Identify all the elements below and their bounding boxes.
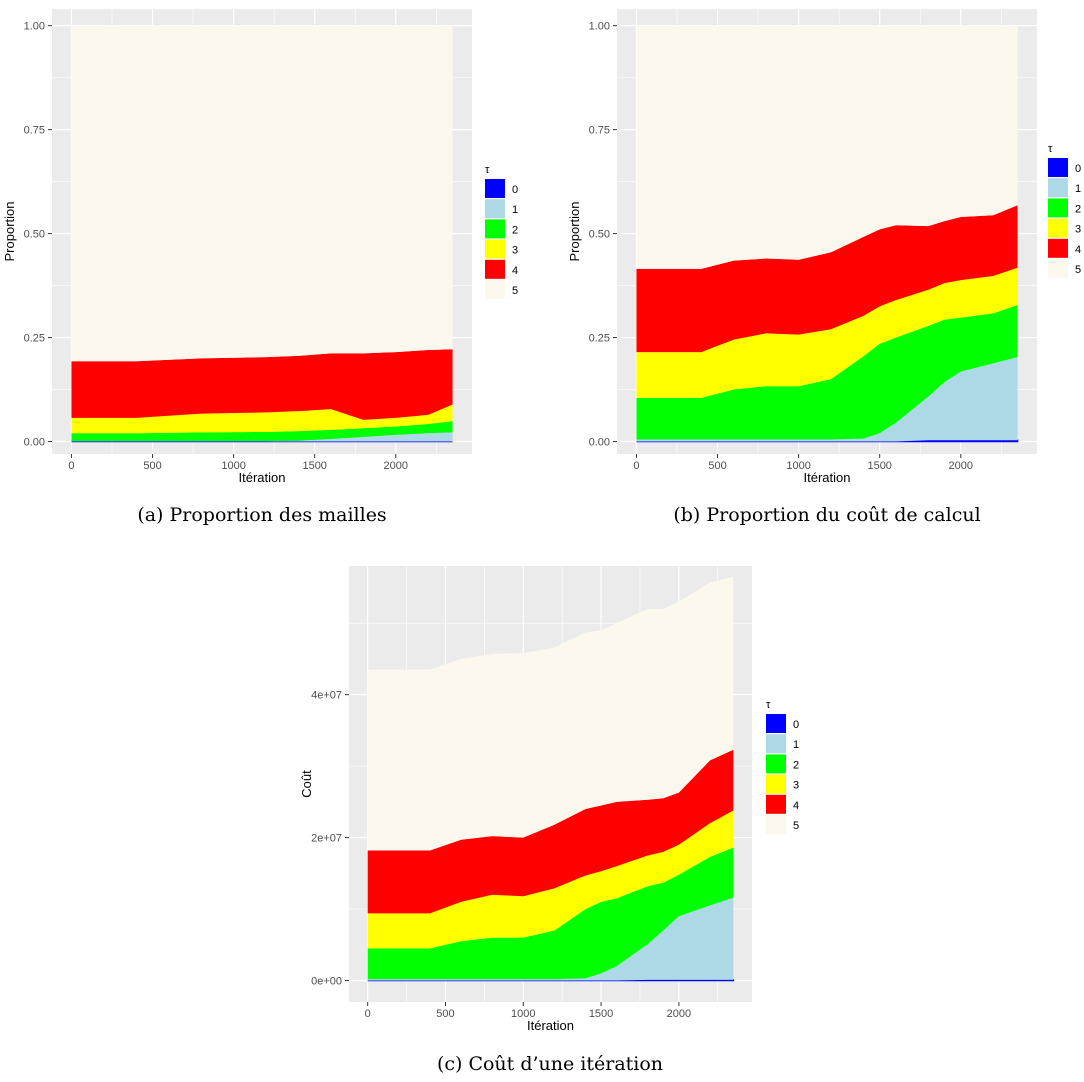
area-tau-1: [367, 897, 734, 981]
legend-key-3: [766, 774, 786, 794]
legend-label-0: 0: [1075, 163, 1081, 175]
legend-key-5: [485, 280, 505, 299]
legend: τ 0 1 2 3 4 5: [485, 164, 518, 299]
legend-key-2: [1048, 198, 1068, 218]
area-tau-3: [71, 404, 453, 434]
y-tick-label: 1.00: [589, 21, 610, 33]
area-tau-4: [367, 749, 734, 914]
legend: τ 0 1 2 3 4 5: [1048, 143, 1081, 278]
y-tick-label: 4e+07: [311, 690, 342, 702]
legend-key-4: [766, 794, 786, 814]
legend-key-5: [1048, 259, 1068, 278]
x-tick-label: 0: [68, 460, 74, 472]
y-tick-label: 0.75: [589, 125, 610, 137]
area-tau-4: [71, 349, 453, 420]
legend-label-0: 0: [793, 719, 799, 731]
legend-title: τ: [1048, 143, 1053, 155]
area-tau-5: [71, 25, 453, 362]
legend-key-2: [485, 219, 505, 239]
y-tick-label: 0.25: [589, 333, 610, 345]
x-axis-title: Itération: [804, 470, 851, 485]
y-axis-title: Coût: [299, 770, 314, 798]
x-tick-label: 1000: [511, 1008, 535, 1020]
x-tick-label: 2000: [949, 460, 973, 472]
chart-a: 0 500 1000 1500 2000 0.00 0.25 0.50 0.75 1.00 Itér…: [2, 9, 518, 526]
legend-key-3: [485, 239, 505, 259]
area-tau-1: [71, 432, 453, 442]
x-tick-label: 2000: [667, 1008, 691, 1020]
legend-key-2: [766, 754, 786, 774]
legend-label-0: 0: [512, 184, 518, 196]
legend-label-2: 2: [1075, 203, 1081, 215]
legend-label-3: 3: [1075, 224, 1081, 236]
x-tick-label: 1500: [302, 460, 326, 472]
y-axis-title: Proportion: [567, 202, 582, 262]
legend-label-5: 5: [512, 285, 518, 297]
x-tick-label: 0: [365, 1008, 371, 1020]
x-axis-title: Itération: [527, 1018, 574, 1033]
y-tick-label: 2e+07: [311, 833, 342, 845]
chart-b: 0 500 1000 1500 2000 0.00 0.25 0.50 0.75 1.00 Itér…: [567, 9, 1081, 526]
legend-label-5: 5: [793, 820, 799, 832]
area-tau-4: [636, 205, 1018, 353]
area-tau-1: [636, 357, 1018, 442]
figure-caption: (b) Proportion du coût de calcul: [673, 504, 980, 526]
legend-label-1: 1: [793, 739, 799, 751]
legend-key-0: [766, 714, 786, 733]
legend-label-2: 2: [793, 759, 799, 771]
y-tick-label: 0.00: [589, 437, 610, 449]
legend-label-2: 2: [512, 224, 518, 236]
area-tau-2: [71, 421, 453, 442]
legend-key-4: [485, 259, 505, 279]
area-tau-5: [367, 576, 734, 851]
x-tick-label: 1500: [867, 460, 891, 472]
legend-key-3: [1048, 218, 1068, 238]
x-tick-label: 1500: [589, 1008, 613, 1020]
x-tick-label: 500: [708, 460, 726, 472]
y-tick-label: 0.50: [24, 229, 45, 241]
legend-title: τ: [485, 164, 490, 176]
legend-key-4: [1048, 238, 1068, 258]
y-axis-title: Proportion: [2, 202, 17, 262]
legend-label-5: 5: [1075, 264, 1081, 276]
x-tick-label: 2000: [384, 460, 408, 472]
y-tick-label: 1.00: [24, 21, 45, 33]
legend-label-4: 4: [1075, 244, 1081, 256]
legend-label-3: 3: [793, 780, 799, 792]
x-tick-label: 500: [436, 1008, 454, 1020]
y-tick-label: 0.75: [24, 125, 45, 137]
area-tau-2: [367, 847, 734, 980]
legend: τ 0 1 2 3 4 5: [766, 699, 799, 834]
y-tick-label: 0.25: [24, 333, 45, 345]
area-tau-5: [636, 25, 1018, 269]
y-tick-label: 0.00: [24, 437, 45, 449]
chart-c: 0 500 1000 1500 2000 0e+00 2e+07 4e+07 Itération…: [299, 566, 799, 1075]
legend-label-4: 4: [512, 265, 518, 277]
legend-key-0: [1048, 158, 1068, 177]
figure-caption: (c) Coût d’une itération: [437, 1053, 663, 1075]
legend-key-1: [485, 199, 505, 219]
legend-key-1: [1048, 178, 1068, 198]
legend-label-1: 1: [512, 204, 518, 216]
x-tick-label: 1000: [786, 460, 810, 472]
y-tick-label: 0e+00: [311, 976, 342, 988]
area-tau-3: [367, 810, 734, 949]
legend-label-1: 1: [1075, 183, 1081, 195]
area-tau-2: [636, 305, 1018, 440]
legend-title: τ: [766, 699, 771, 711]
legend-label-4: 4: [793, 800, 799, 812]
legend-key-0: [485, 179, 505, 198]
legend-key-5: [766, 815, 786, 834]
figure-caption: (a) Proportion des mailles: [137, 504, 386, 526]
legend-label-3: 3: [512, 245, 518, 257]
x-tick-label: 0: [633, 460, 639, 472]
x-tick-label: 500: [143, 460, 161, 472]
x-axis-title: Itération: [239, 470, 286, 485]
x-tick-label: 1000: [221, 460, 245, 472]
legend-key-1: [766, 734, 786, 754]
area-tau-3: [636, 267, 1018, 398]
y-tick-label: 0.50: [589, 229, 610, 241]
